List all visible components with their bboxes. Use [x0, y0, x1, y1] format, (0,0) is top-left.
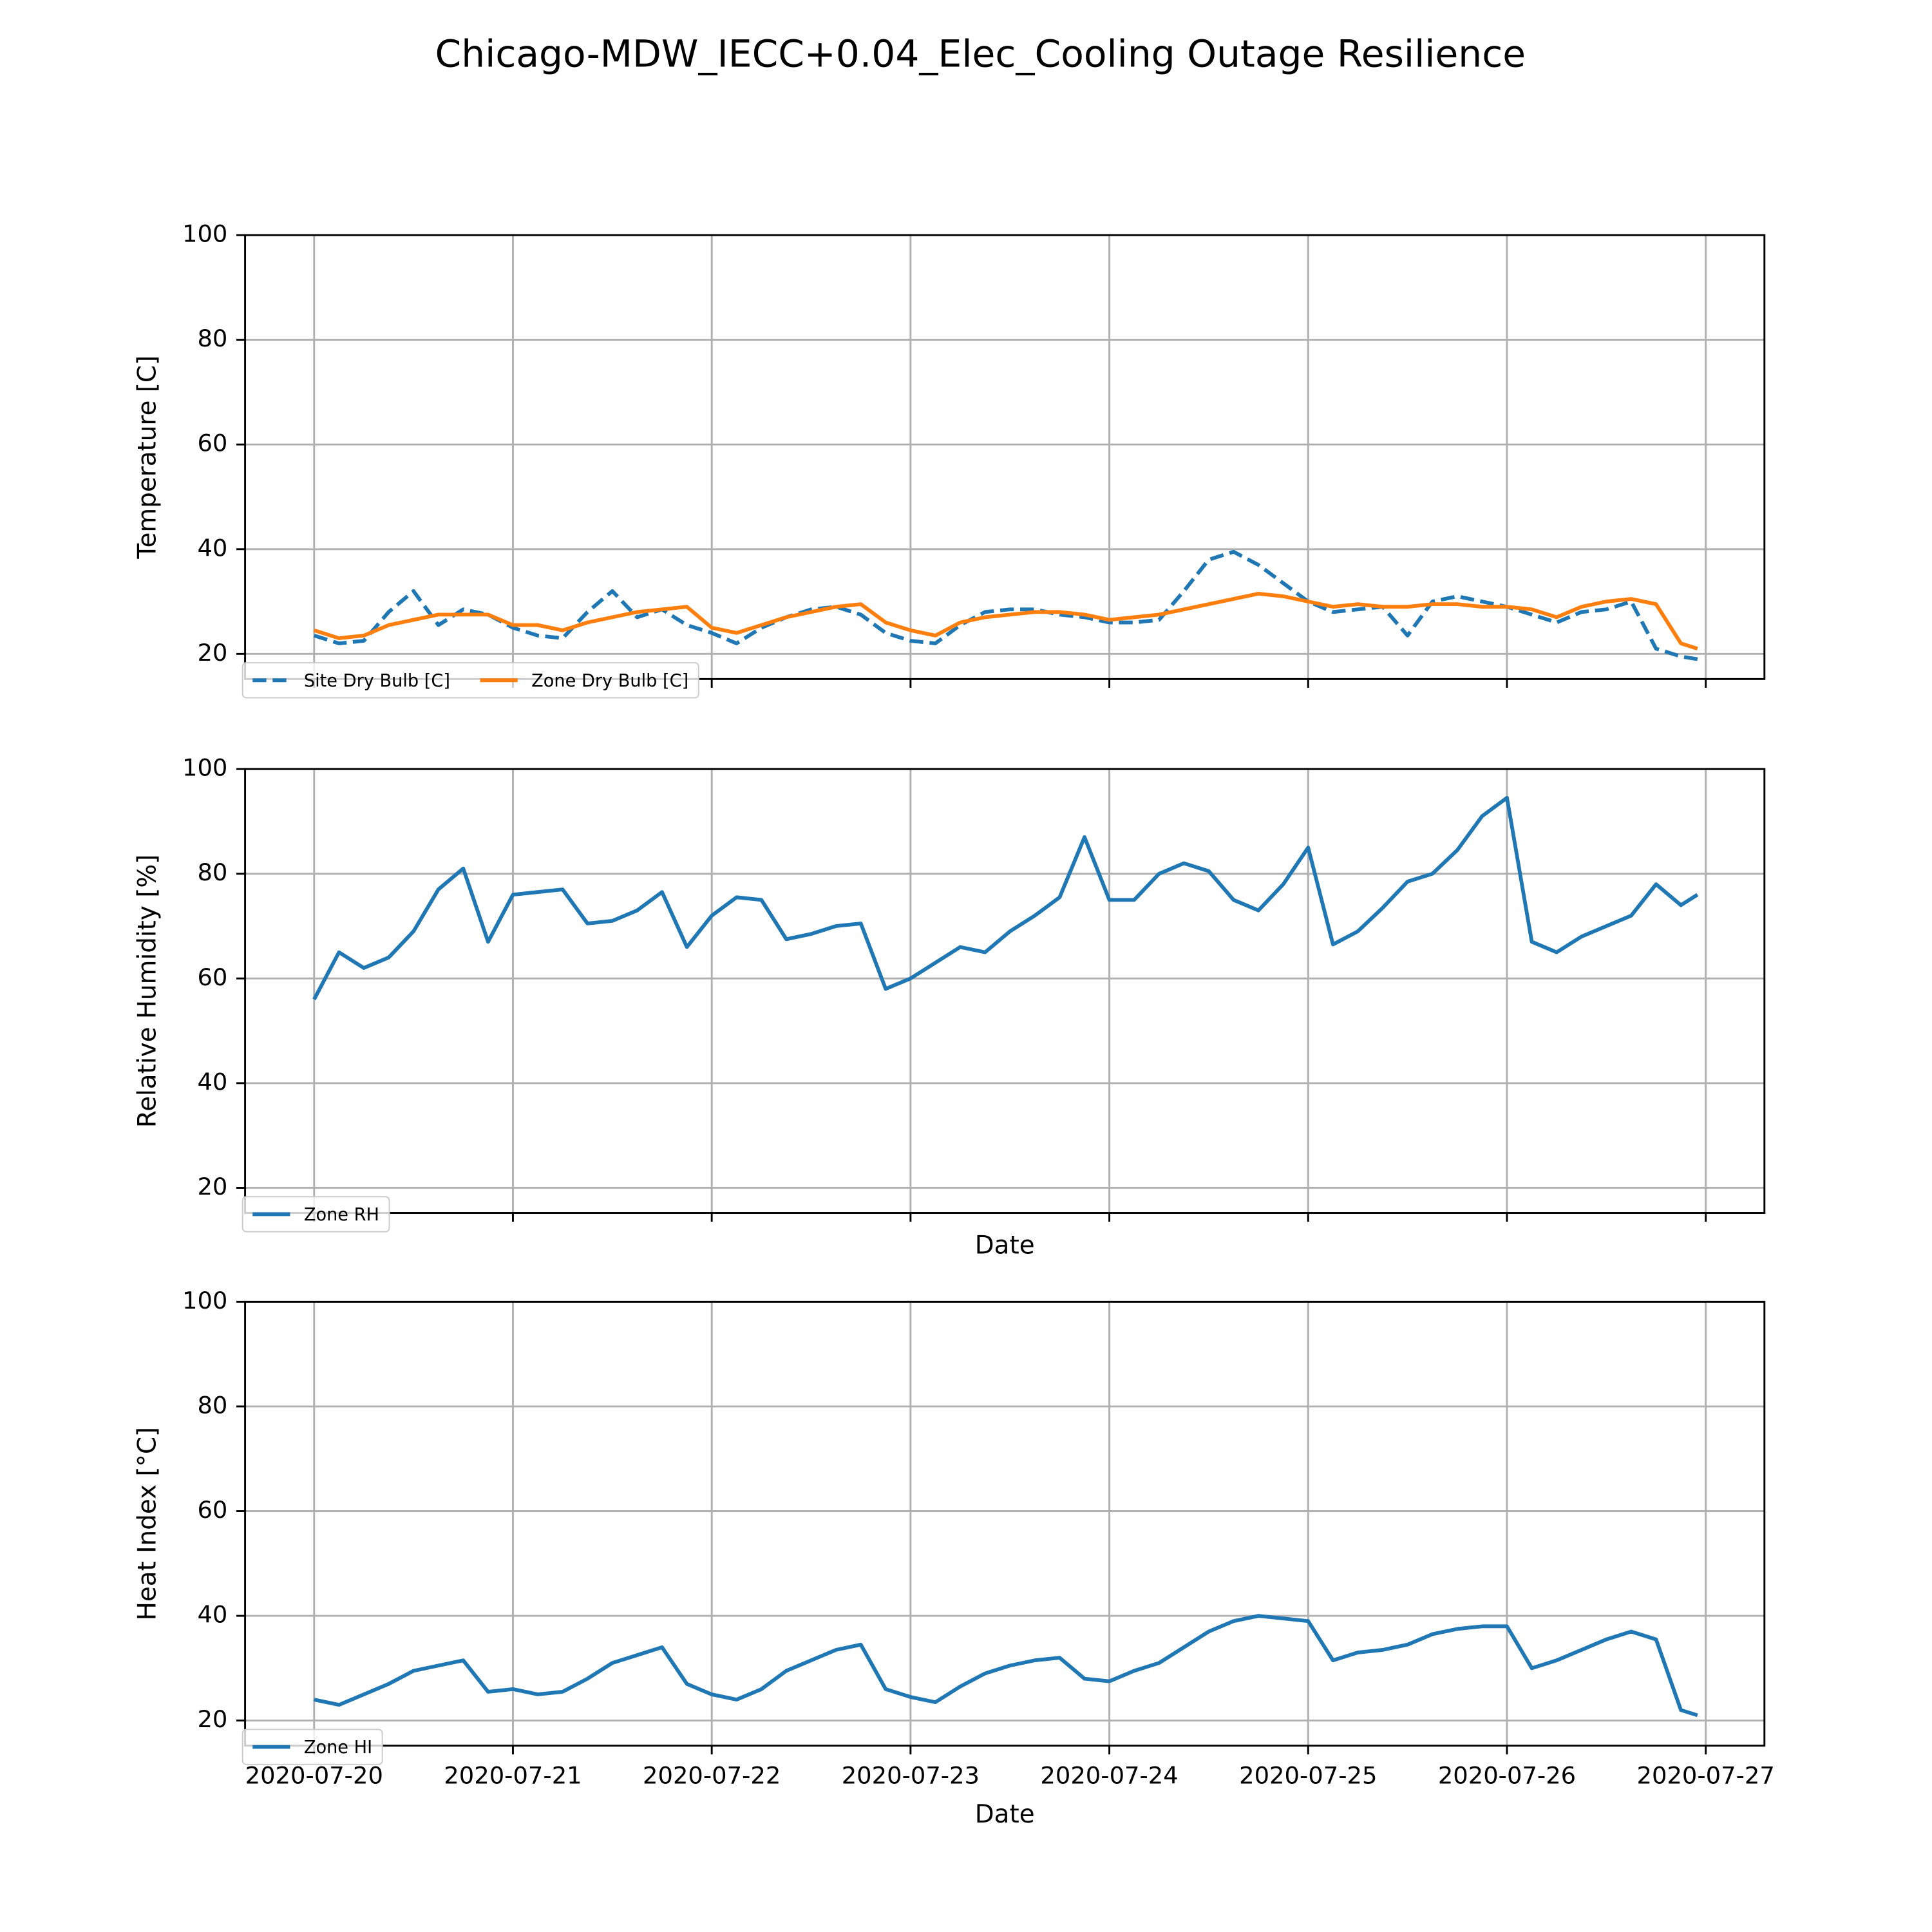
legend-label: Zone HI — [304, 1738, 372, 1757]
y-axis-label: Temperature [C] — [133, 355, 162, 560]
x-axis-label: Date — [975, 1231, 1035, 1260]
x-tick-label: 2020-07-21 — [444, 1762, 582, 1790]
x-tick-label: 2020-07-23 — [842, 1762, 980, 1790]
legend-label: Zone RH — [304, 1205, 379, 1225]
legend-box — [242, 1196, 390, 1233]
y-tick-label: 60 — [197, 430, 227, 457]
y-tick-label: 80 — [197, 325, 227, 352]
line-series — [314, 1614, 1698, 1718]
line-series — [313, 549, 1698, 661]
axes-frame — [244, 768, 1766, 1214]
line-series — [312, 795, 1699, 1001]
y-tick-label: 80 — [197, 1391, 227, 1419]
y-tick-label: 40 — [197, 1601, 227, 1629]
x-tick-label: 2020-07-20 — [245, 1762, 383, 1790]
x-tick-label: 2020-07-24 — [1040, 1762, 1178, 1790]
legend-box — [242, 662, 699, 699]
legend: Site Dry Bulb [C] Zone Dry Bulb [C] — [242, 662, 699, 699]
y-tick-label: 60 — [197, 963, 227, 991]
y-tick-label: 40 — [197, 534, 227, 562]
y-tick-label: 40 — [197, 1068, 227, 1095]
y-tick-label: 20 — [197, 1173, 227, 1200]
axes-frame — [244, 1300, 1766, 1747]
x-tick-label: 2020-07-27 — [1637, 1762, 1775, 1790]
y-tick-label: 100 — [182, 1287, 227, 1314]
x-tick-label: 2020-07-25 — [1239, 1762, 1377, 1790]
y-tick-label: 20 — [197, 639, 227, 667]
y-tick-label: 100 — [182, 754, 227, 782]
x-axis-label: Date — [975, 1800, 1035, 1829]
axes-frame — [244, 234, 1766, 680]
y-axis-label: Heat Index [°C] — [133, 1427, 162, 1621]
y-tick-label: 20 — [197, 1705, 227, 1733]
y-tick-label: 80 — [197, 858, 227, 886]
subplot: 20 40 60 80 100 Temperature [C] Site Dry Bulb … — [133, 220, 1766, 699]
subplot: 20 40 60 80 100 Relative Humidity [%] Date Zone… — [133, 754, 1766, 1260]
x-tick-label: 2020-07-22 — [643, 1762, 781, 1790]
legend: Zone RH — [242, 1196, 390, 1233]
subplot: 2020-07-20 2020-07-21 2020-07-22 2020-07-23… — [133, 1287, 1775, 1829]
y-tick-label: 60 — [197, 1496, 227, 1524]
legend-label: Zone Dry Bulb [C] — [531, 671, 688, 691]
y-axis-label: Relative Humidity [%] — [133, 855, 162, 1128]
figure-title: Chicago-MDW_IECC+0.04_Elec_Cooling Outag… — [435, 32, 1526, 75]
x-tick-label: 2020-07-26 — [1438, 1762, 1576, 1790]
legend-box — [242, 1728, 383, 1765]
legend: Zone HI — [242, 1728, 383, 1765]
line-series — [313, 591, 1698, 651]
y-tick-label: 100 — [182, 220, 227, 248]
legend-label: Site Dry Bulb [C] — [304, 671, 450, 691]
